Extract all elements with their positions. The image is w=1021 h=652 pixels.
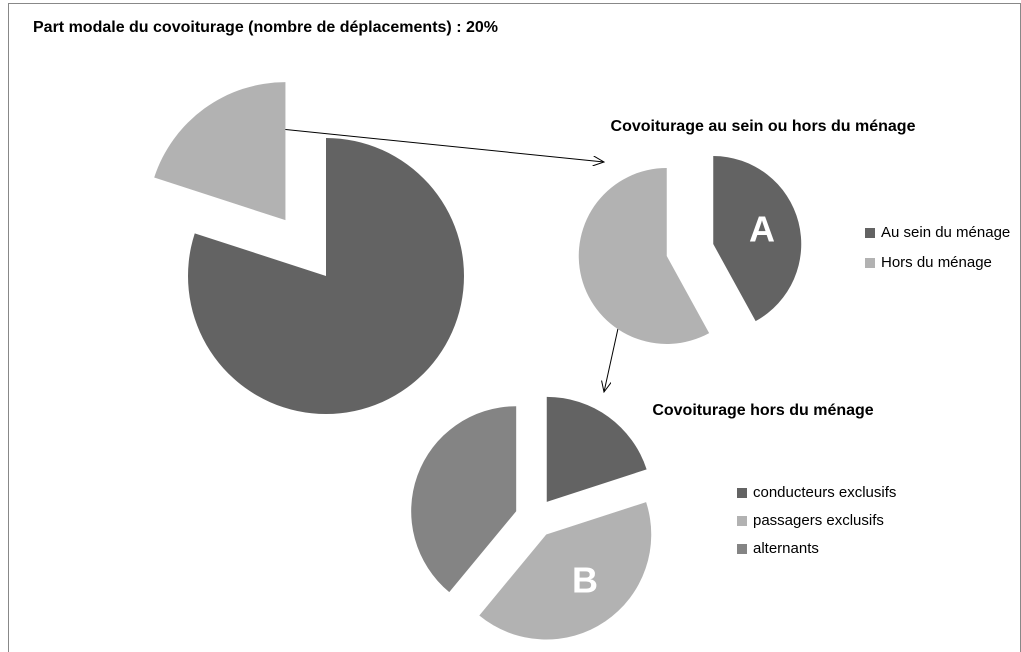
pie-slice: [713, 156, 802, 322]
pie-slice: [546, 396, 647, 502]
legend-label: passagers exclusifs: [753, 512, 884, 529]
chart-title: Covoiturage hors du ménage: [652, 402, 873, 419]
legend-label: alternants: [753, 540, 819, 557]
chart-title: Covoiturage au sein ou hors du ménage: [611, 118, 916, 135]
pie-slice: [154, 82, 286, 221]
chart-title: Part modale du covoiturage (nombre de dé…: [33, 19, 498, 36]
legend-label: Au sein du ménage: [881, 224, 1010, 241]
legend-swatch: [865, 258, 875, 268]
legend-swatch: [737, 488, 747, 498]
legend-label: conducteurs exclusifs: [753, 484, 896, 501]
annotation: A: [749, 209, 775, 250]
annotation: B: [572, 560, 598, 601]
pie-slice: [187, 138, 465, 414]
legend-swatch: [737, 544, 747, 554]
pie-slice: [578, 167, 710, 344]
legend-label: Hors du ménage: [881, 254, 992, 271]
pie-slice: [411, 406, 517, 593]
legend-swatch: [865, 228, 875, 238]
legend-swatch: [737, 516, 747, 526]
frame: [8, 3, 1021, 652]
pie-slice: [479, 502, 652, 640]
arrow: [221, 122, 604, 162]
